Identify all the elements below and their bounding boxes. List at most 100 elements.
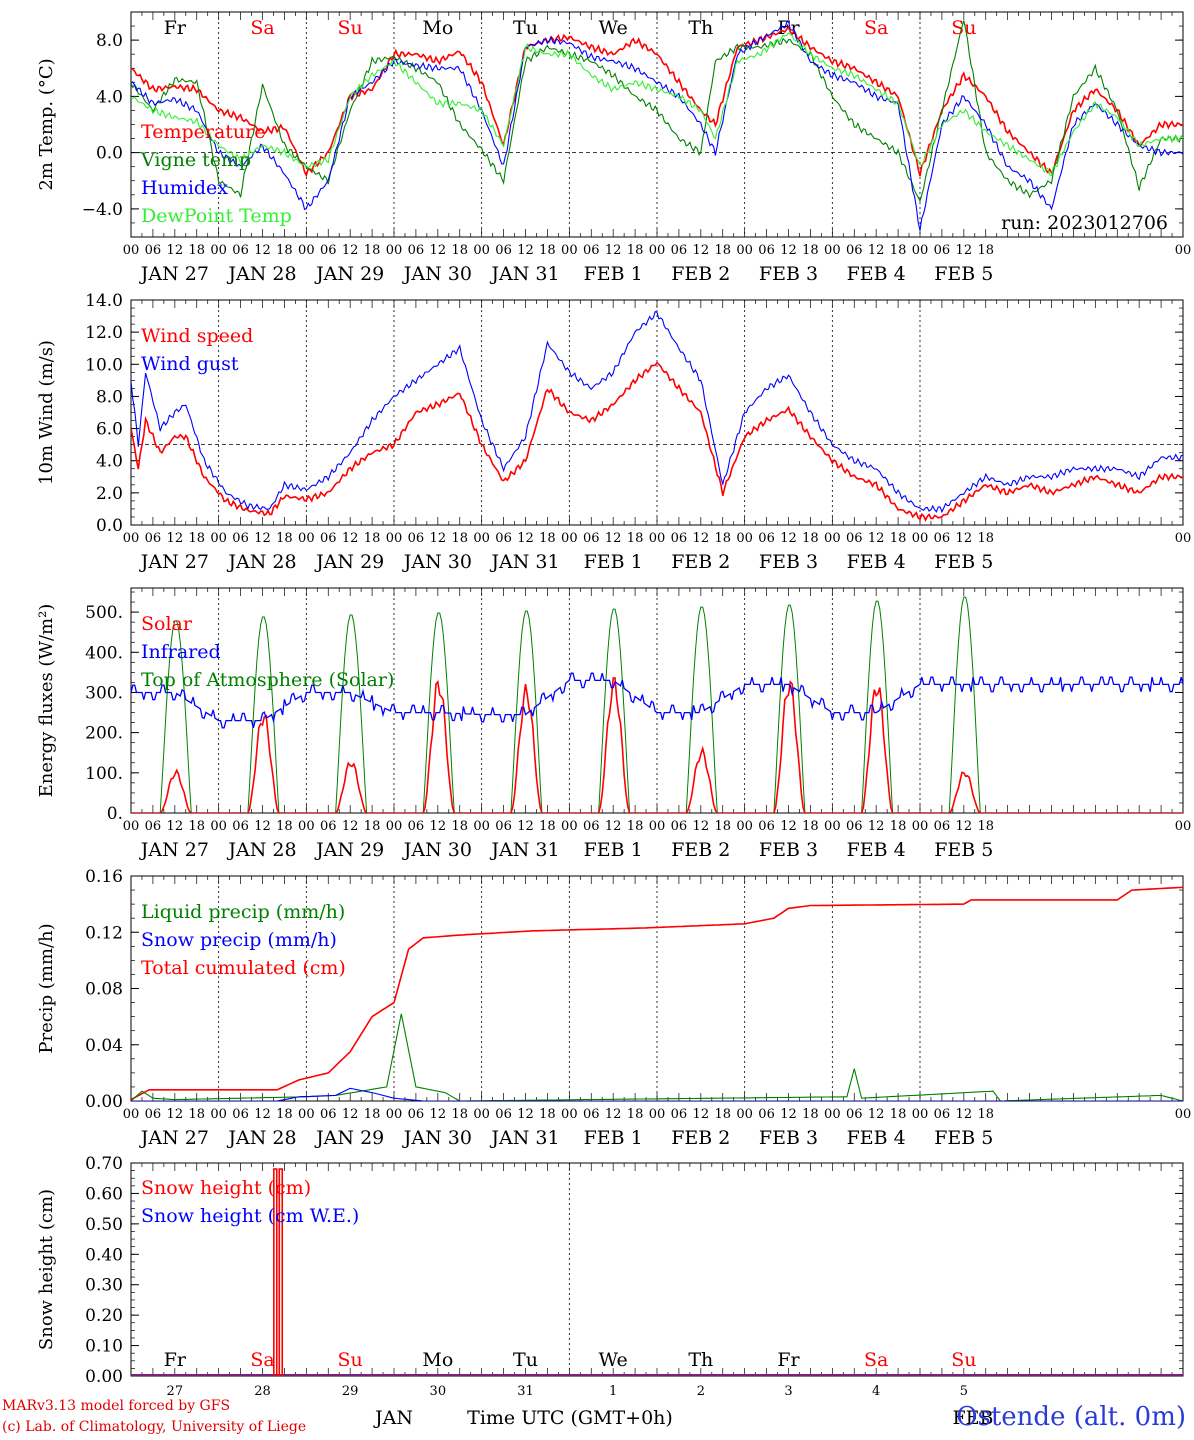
hour-tick-label: 18 bbox=[977, 531, 994, 546]
hour-tick-label: 06 bbox=[145, 1107, 162, 1122]
hour-tick-label: 12 bbox=[868, 243, 885, 258]
y-tick-label: 100. bbox=[85, 764, 123, 784]
weekday-label: Su bbox=[338, 17, 363, 39]
hour-tick-label: 18 bbox=[276, 1107, 293, 1122]
y-axis-label: Energy fluxes (W/m²) bbox=[36, 604, 57, 798]
hour-tick-label: 06 bbox=[671, 531, 688, 546]
panel-temp: −4.0 0.0 4.0 8.0 2m Temp. (°C) Fr Sa Su Mo Tu We Th… bbox=[36, 11, 1192, 285]
hour-tick-label: 18 bbox=[802, 243, 819, 258]
hour-tick-label: 18 bbox=[364, 819, 381, 834]
date-label: FEB 1 bbox=[584, 839, 643, 861]
date-label: FEB 5 bbox=[934, 1127, 993, 1149]
hour-tick-label: 12 bbox=[956, 819, 973, 834]
date-label: JAN 30 bbox=[402, 839, 472, 861]
hour-tick-label: 18 bbox=[188, 243, 205, 258]
hour-tick-label: 00 bbox=[298, 531, 315, 546]
weekday-label: Sa bbox=[250, 17, 274, 39]
weekday-label: We bbox=[599, 17, 628, 39]
day-number-label: 2 bbox=[697, 1384, 705, 1399]
date-label: FEB 3 bbox=[759, 839, 818, 861]
hour-tick-label: 00 bbox=[210, 243, 227, 258]
date-label: JAN 31 bbox=[489, 263, 559, 285]
hour-tick-label: 00 bbox=[561, 1107, 578, 1122]
hour-tick-label: 00 bbox=[824, 1107, 841, 1122]
y-tick-label: 0.40 bbox=[85, 1245, 123, 1265]
date-label: JAN 28 bbox=[226, 839, 296, 861]
day-number-label: 1 bbox=[609, 1384, 617, 1399]
weekday-label: Sa bbox=[864, 17, 888, 39]
hour-tick-label: 12 bbox=[693, 243, 710, 258]
hour-tick-label: 18 bbox=[714, 243, 731, 258]
hour-tick-label: 00 bbox=[123, 819, 140, 834]
month-label: FEB bbox=[952, 1407, 993, 1429]
date-label: FEB 1 bbox=[584, 263, 643, 285]
hour-tick-label: 12 bbox=[517, 243, 534, 258]
date-label: FEB 4 bbox=[847, 1127, 906, 1149]
weekday-label: Su bbox=[951, 17, 976, 39]
hour-tick-label: 06 bbox=[583, 819, 600, 834]
hour-tick-label: 12 bbox=[342, 819, 359, 834]
hour-tick-label: 00 bbox=[210, 819, 227, 834]
date-label: FEB 3 bbox=[759, 551, 818, 573]
hour-tick-label: 18 bbox=[276, 819, 293, 834]
hour-tick-label: 12 bbox=[430, 1107, 447, 1122]
hour-tick-label: 18 bbox=[627, 243, 644, 258]
hour-tick-label: 06 bbox=[934, 819, 951, 834]
date-label: FEB 3 bbox=[759, 1127, 818, 1149]
hour-tick-label: 12 bbox=[693, 531, 710, 546]
date-label: JAN 31 bbox=[489, 551, 559, 573]
hour-tick-label: 18 bbox=[188, 1107, 205, 1122]
hour-tick-label: 06 bbox=[495, 1107, 512, 1122]
y-tick-label: 0.00 bbox=[85, 1367, 123, 1387]
hour-tick-label: 12 bbox=[517, 1107, 534, 1122]
series-line-wind-gust bbox=[131, 310, 1183, 514]
hour-tick-label: 12 bbox=[956, 1107, 973, 1122]
hour-tick-label: 00 bbox=[1175, 243, 1192, 258]
weekday-label: Su bbox=[951, 1349, 976, 1371]
y-tick-label: 0.50 bbox=[85, 1215, 123, 1235]
panel-snow: 0.00 0.10 0.20 0.30 0.40 0.50 0.60 0.70 Snow hei… bbox=[36, 1154, 1184, 1429]
hour-tick-label: 06 bbox=[495, 819, 512, 834]
hour-tick-label: 06 bbox=[934, 243, 951, 258]
date-label: JAN 28 bbox=[226, 551, 296, 573]
hour-tick-label: 00 bbox=[649, 1107, 666, 1122]
hour-tick-label: 06 bbox=[846, 531, 863, 546]
month-label: JAN bbox=[373, 1407, 413, 1429]
hour-tick-label: 06 bbox=[408, 243, 425, 258]
hour-tick-label: 06 bbox=[145, 531, 162, 546]
hour-tick-label: 00 bbox=[1175, 819, 1192, 834]
hour-tick-label: 12 bbox=[780, 243, 797, 258]
legend-entry: Wind gust bbox=[141, 353, 239, 375]
y-tick-label: 14.0 bbox=[85, 291, 123, 311]
hour-tick-label: 06 bbox=[408, 531, 425, 546]
y-tick-label: 500. bbox=[85, 603, 123, 623]
hour-tick-label: 00 bbox=[386, 819, 403, 834]
hour-tick-label: 06 bbox=[408, 819, 425, 834]
hour-tick-label: 00 bbox=[123, 1107, 140, 1122]
y-tick-label: 2.0 bbox=[96, 484, 123, 504]
hour-tick-label: 06 bbox=[846, 243, 863, 258]
date-label: JAN 29 bbox=[314, 263, 384, 285]
y-tick-label: 0.0 bbox=[96, 516, 123, 536]
date-label: JAN 30 bbox=[402, 1127, 472, 1149]
series-line-temperature bbox=[131, 24, 1183, 178]
weekday-label: Sa bbox=[864, 1349, 888, 1371]
hour-tick-label: 06 bbox=[320, 531, 337, 546]
legend-entry: DewPoint Temp bbox=[141, 205, 292, 227]
hour-tick-label: 06 bbox=[145, 243, 162, 258]
date-label: FEB 2 bbox=[671, 1127, 730, 1149]
hour-tick-label: 12 bbox=[167, 819, 184, 834]
hour-tick-label: 18 bbox=[451, 531, 468, 546]
hour-tick-label: 12 bbox=[693, 1107, 710, 1122]
hour-tick-label: 12 bbox=[868, 531, 885, 546]
date-label: JAN 27 bbox=[139, 839, 209, 861]
hour-tick-label: 12 bbox=[167, 243, 184, 258]
hour-tick-label: 06 bbox=[320, 1107, 337, 1122]
day-number-label: 3 bbox=[784, 1384, 792, 1399]
y-tick-label: 6.0 bbox=[96, 420, 123, 440]
y-tick-label: 400. bbox=[85, 643, 123, 663]
hour-tick-label: 06 bbox=[145, 819, 162, 834]
series-line-wind-speed bbox=[131, 361, 1183, 522]
hour-tick-label: 18 bbox=[802, 819, 819, 834]
hour-tick-label: 12 bbox=[605, 819, 622, 834]
